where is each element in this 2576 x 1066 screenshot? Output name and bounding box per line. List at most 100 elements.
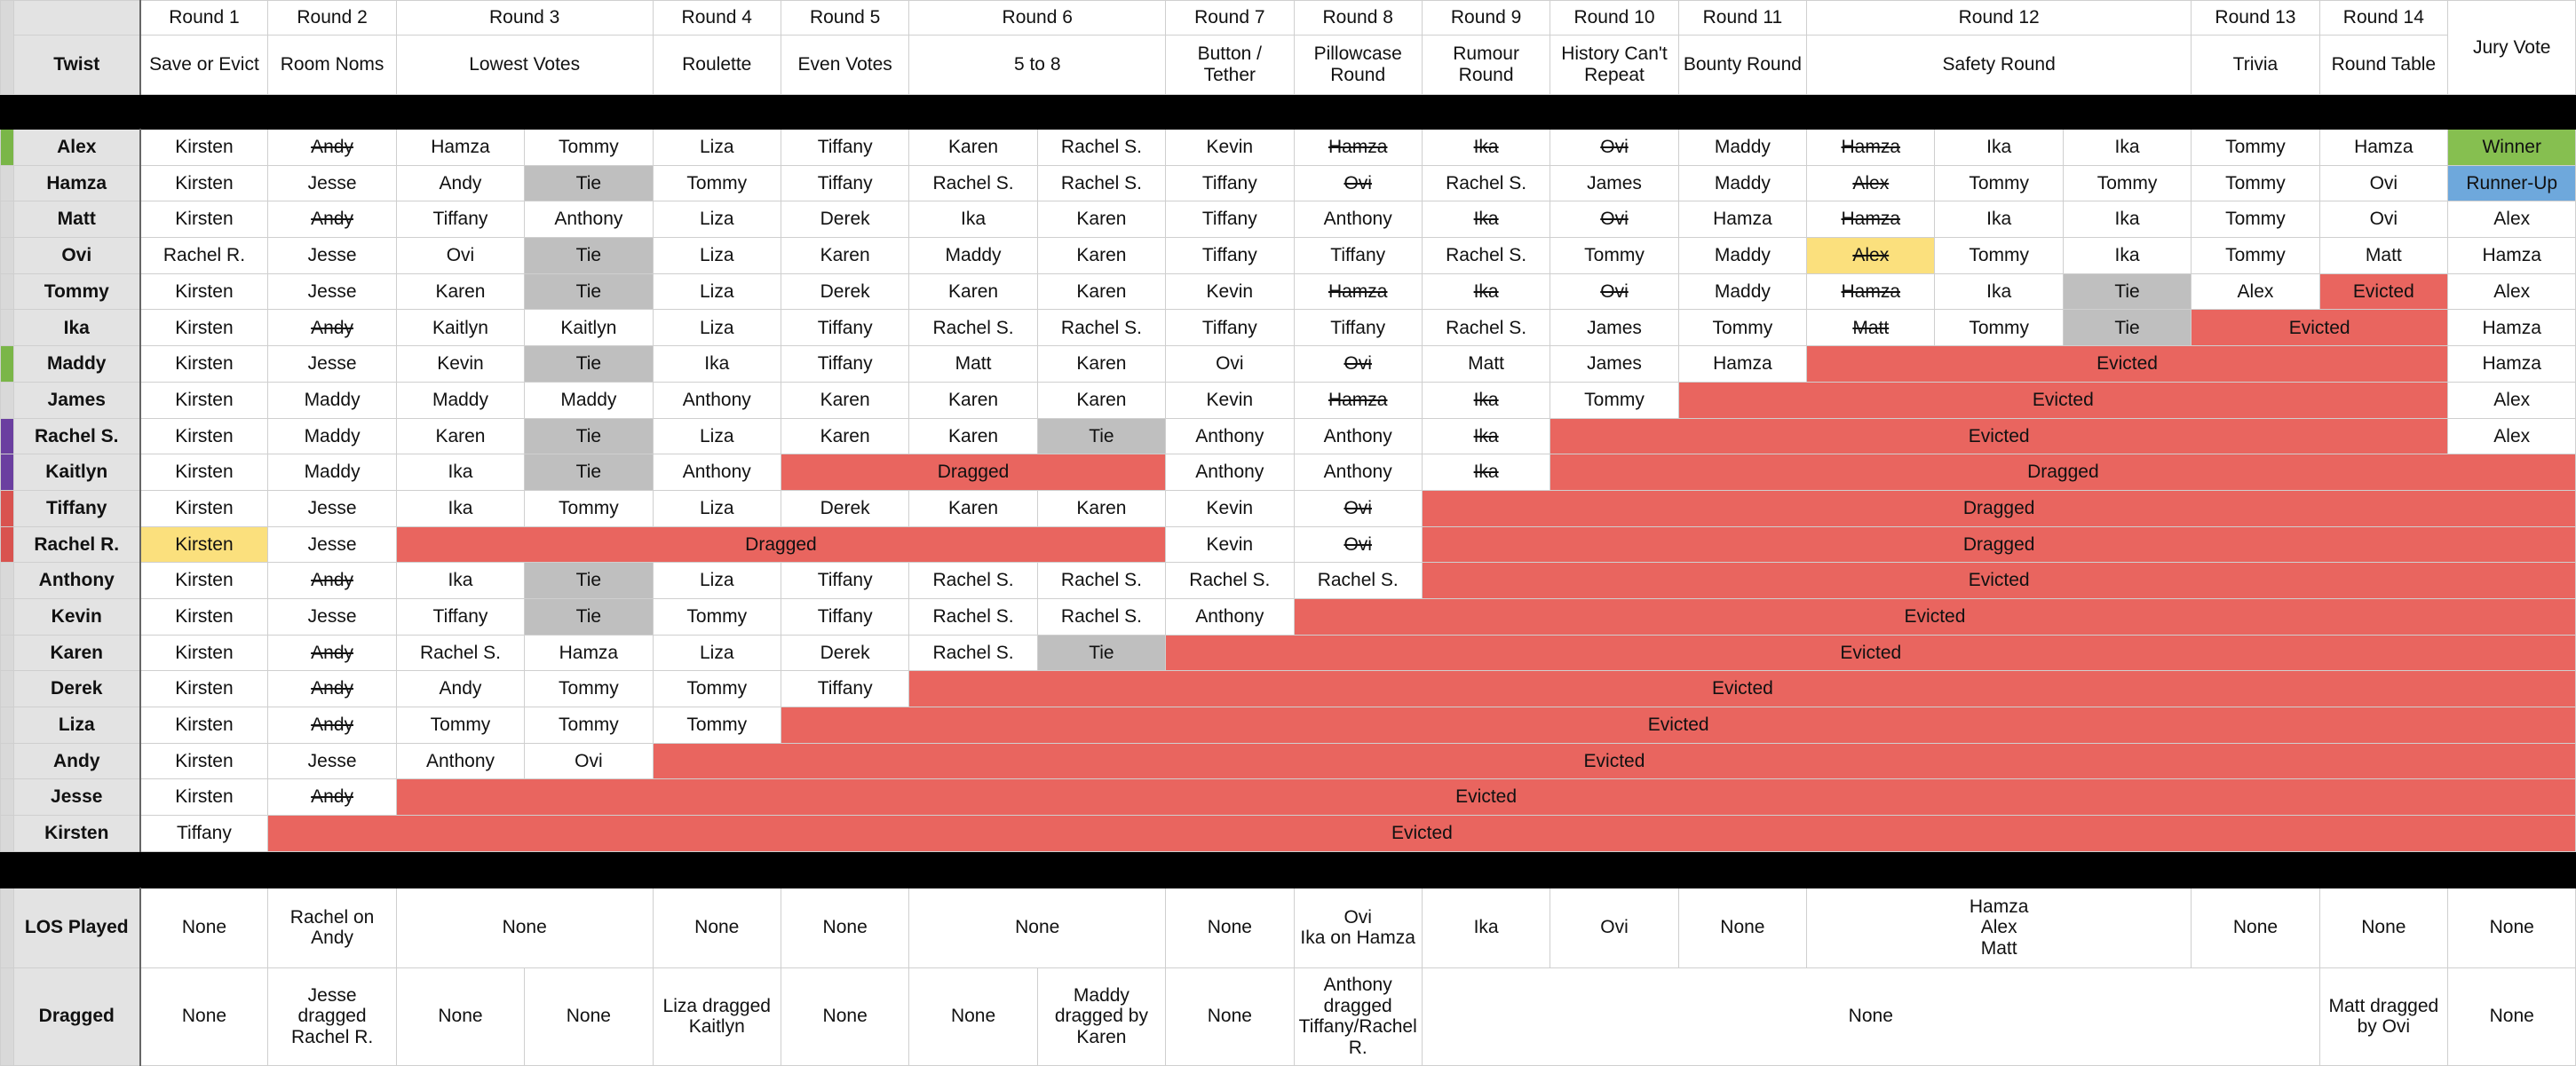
vote-cell: Kevin	[1165, 129, 1295, 166]
vote-cell: Ovi	[2318, 164, 2449, 202]
vote-cell: Rachel S.	[1036, 597, 1167, 636]
row: Anthony Kirsten Andy Ika Tie Liza Tiffany Rache…	[0, 562, 2576, 599]
vote-cell: Tommy	[524, 707, 654, 744]
vote-cell: Evicted	[395, 778, 2576, 817]
vote-cell: Maddy	[267, 381, 397, 419]
vote-cell: Kirsten	[139, 345, 269, 383]
vote-cell: Tie	[524, 164, 654, 202]
vote-cell: Ovi	[1550, 201, 1679, 239]
vote-cell: Tiffany	[780, 164, 910, 202]
vote-cell: Tiffany	[139, 815, 269, 852]
row: James Kirsten Maddy Maddy Maddy Anthony Karen K…	[0, 381, 2576, 419]
vote-cell: Karen	[1036, 237, 1167, 274]
vote-cell: Jesse	[267, 597, 397, 636]
twist: Lowest Votes	[395, 35, 654, 95]
vote-cell: Anthony	[1165, 417, 1295, 455]
row: Alex Kirsten Andy Hamza Tommy Liza Tiffany Kare…	[0, 129, 2576, 166]
vote-cell: Ovi	[1293, 345, 1423, 383]
twist: Save or Evict	[139, 35, 269, 95]
vote-cell: Liza	[652, 237, 781, 274]
twist: Roulette	[652, 35, 781, 95]
vote-cell: Dragged	[1550, 454, 2576, 491]
vote-cell: Hamza	[1677, 201, 1808, 239]
vote-cell: Anthony	[524, 201, 654, 239]
row: Derek Kirsten Andy Andy Tommy Tommy Tiffany Evi…	[0, 670, 2576, 707]
round-header: Round 14	[2318, 0, 2449, 36]
vote-cell: Liza	[652, 562, 781, 599]
vote-cell: Maddy	[908, 237, 1038, 274]
twist: Pillowcase Round	[1293, 35, 1423, 95]
vote-cell: Karen	[1036, 381, 1167, 419]
player-name: Ovi	[13, 237, 141, 274]
vote-cell: Tiffany	[780, 562, 910, 599]
vote-cell: Anthony	[1293, 201, 1423, 239]
los-cell: None	[1165, 887, 1295, 968]
los-cell: None	[2191, 887, 2320, 968]
dragged-cell: Liza dragged Kaitlyn	[652, 967, 781, 1066]
row: Liza Kirsten Andy Tommy Tommy Tommy Evicted	[0, 707, 2576, 744]
vote-cell: Rachel S.	[395, 634, 526, 672]
vote-cell: Kaitlyn	[395, 309, 526, 347]
vote-cell: Tommy	[1934, 309, 2064, 347]
player-name: Tiffany	[13, 489, 141, 527]
player-name: Tommy	[13, 272, 141, 311]
vote-cell: Evicted	[652, 742, 2576, 780]
round-header: Round 4	[652, 0, 781, 36]
vote-cell: Maddy	[267, 454, 397, 491]
vote-cell: Rachel S.	[1036, 164, 1167, 202]
stripe	[0, 381, 14, 419]
vote-cell: Rachel S.	[908, 634, 1038, 672]
vote-cell: Kirsten	[139, 381, 269, 419]
vote-cell: Matt	[2318, 237, 2449, 274]
row: Round 1 Round 2 Round 3 Round 4 Round 5 Round…	[0, 0, 2576, 95]
vote-cell: Anthony	[395, 742, 526, 780]
vote-cell: Tommy	[524, 489, 654, 527]
vote-cell: Kirsten	[139, 417, 269, 455]
vote-cell: Kirsten	[139, 164, 269, 202]
stripe	[0, 778, 14, 817]
vote-cell: Ika	[2062, 129, 2192, 166]
stripe	[0, 707, 14, 744]
vote-cell: Ika	[1934, 272, 2064, 311]
twist: Even Votes	[780, 35, 910, 95]
vote-cell: Hamza	[2447, 345, 2576, 383]
vote-cell: Derek	[780, 201, 910, 239]
vote-cell: Rachel R.	[139, 237, 269, 274]
vote-cell: Tiffany	[780, 670, 910, 707]
vote-cell: Rachel S.	[908, 562, 1038, 599]
stripe	[0, 489, 14, 527]
vote-cell: Ika	[1934, 129, 2064, 166]
vote-cell: Rachel S.	[908, 309, 1038, 347]
vote-cell: Ika	[395, 562, 526, 599]
vote-cell: Tommy	[2191, 129, 2320, 166]
twist: 5 to 8	[908, 35, 1167, 95]
vote-cell: Tommy	[1934, 237, 2064, 274]
vote-cell: Evicted	[1421, 562, 2576, 599]
vote-cell: Karen	[908, 417, 1038, 455]
vote-cell: Karen	[1036, 201, 1167, 239]
vote-cell: Karen	[908, 381, 1038, 419]
vote-cell: Ovi	[524, 742, 654, 780]
vote-cell: Tommy	[395, 707, 526, 744]
vote-cell: Tommy	[652, 670, 781, 707]
corner	[13, 0, 141, 36]
vote-cell: Tommy	[652, 597, 781, 636]
stripe	[0, 237, 14, 274]
los-cell: Ika	[1421, 887, 1551, 968]
vote-cell: Rachel S.	[908, 164, 1038, 202]
round-header: Round 1	[139, 0, 269, 36]
vote-cell: Tie	[524, 237, 654, 274]
stripe	[0, 201, 14, 239]
row: Maddy Kirsten Jesse Kevin Tie Ika Tiffany Matt K…	[0, 345, 2576, 383]
vote-cell: Karen	[780, 381, 910, 419]
vote-cell: Kirsten	[139, 129, 269, 166]
vote-cell: Hamza	[524, 634, 654, 672]
vote-cell: Runner-Up	[2447, 164, 2576, 202]
row	[0, 94, 2576, 130]
dragged-cell: Maddy dragged by Karen	[1036, 967, 1167, 1066]
player-name: Alex	[13, 129, 141, 166]
player-name: Anthony	[13, 562, 141, 599]
stripe	[0, 272, 14, 311]
vote-cell: Jesse	[267, 164, 397, 202]
